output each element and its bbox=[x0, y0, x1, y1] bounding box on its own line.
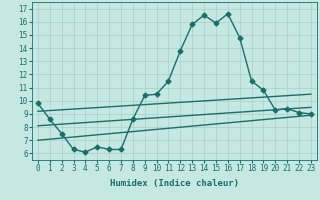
X-axis label: Humidex (Indice chaleur): Humidex (Indice chaleur) bbox=[110, 179, 239, 188]
